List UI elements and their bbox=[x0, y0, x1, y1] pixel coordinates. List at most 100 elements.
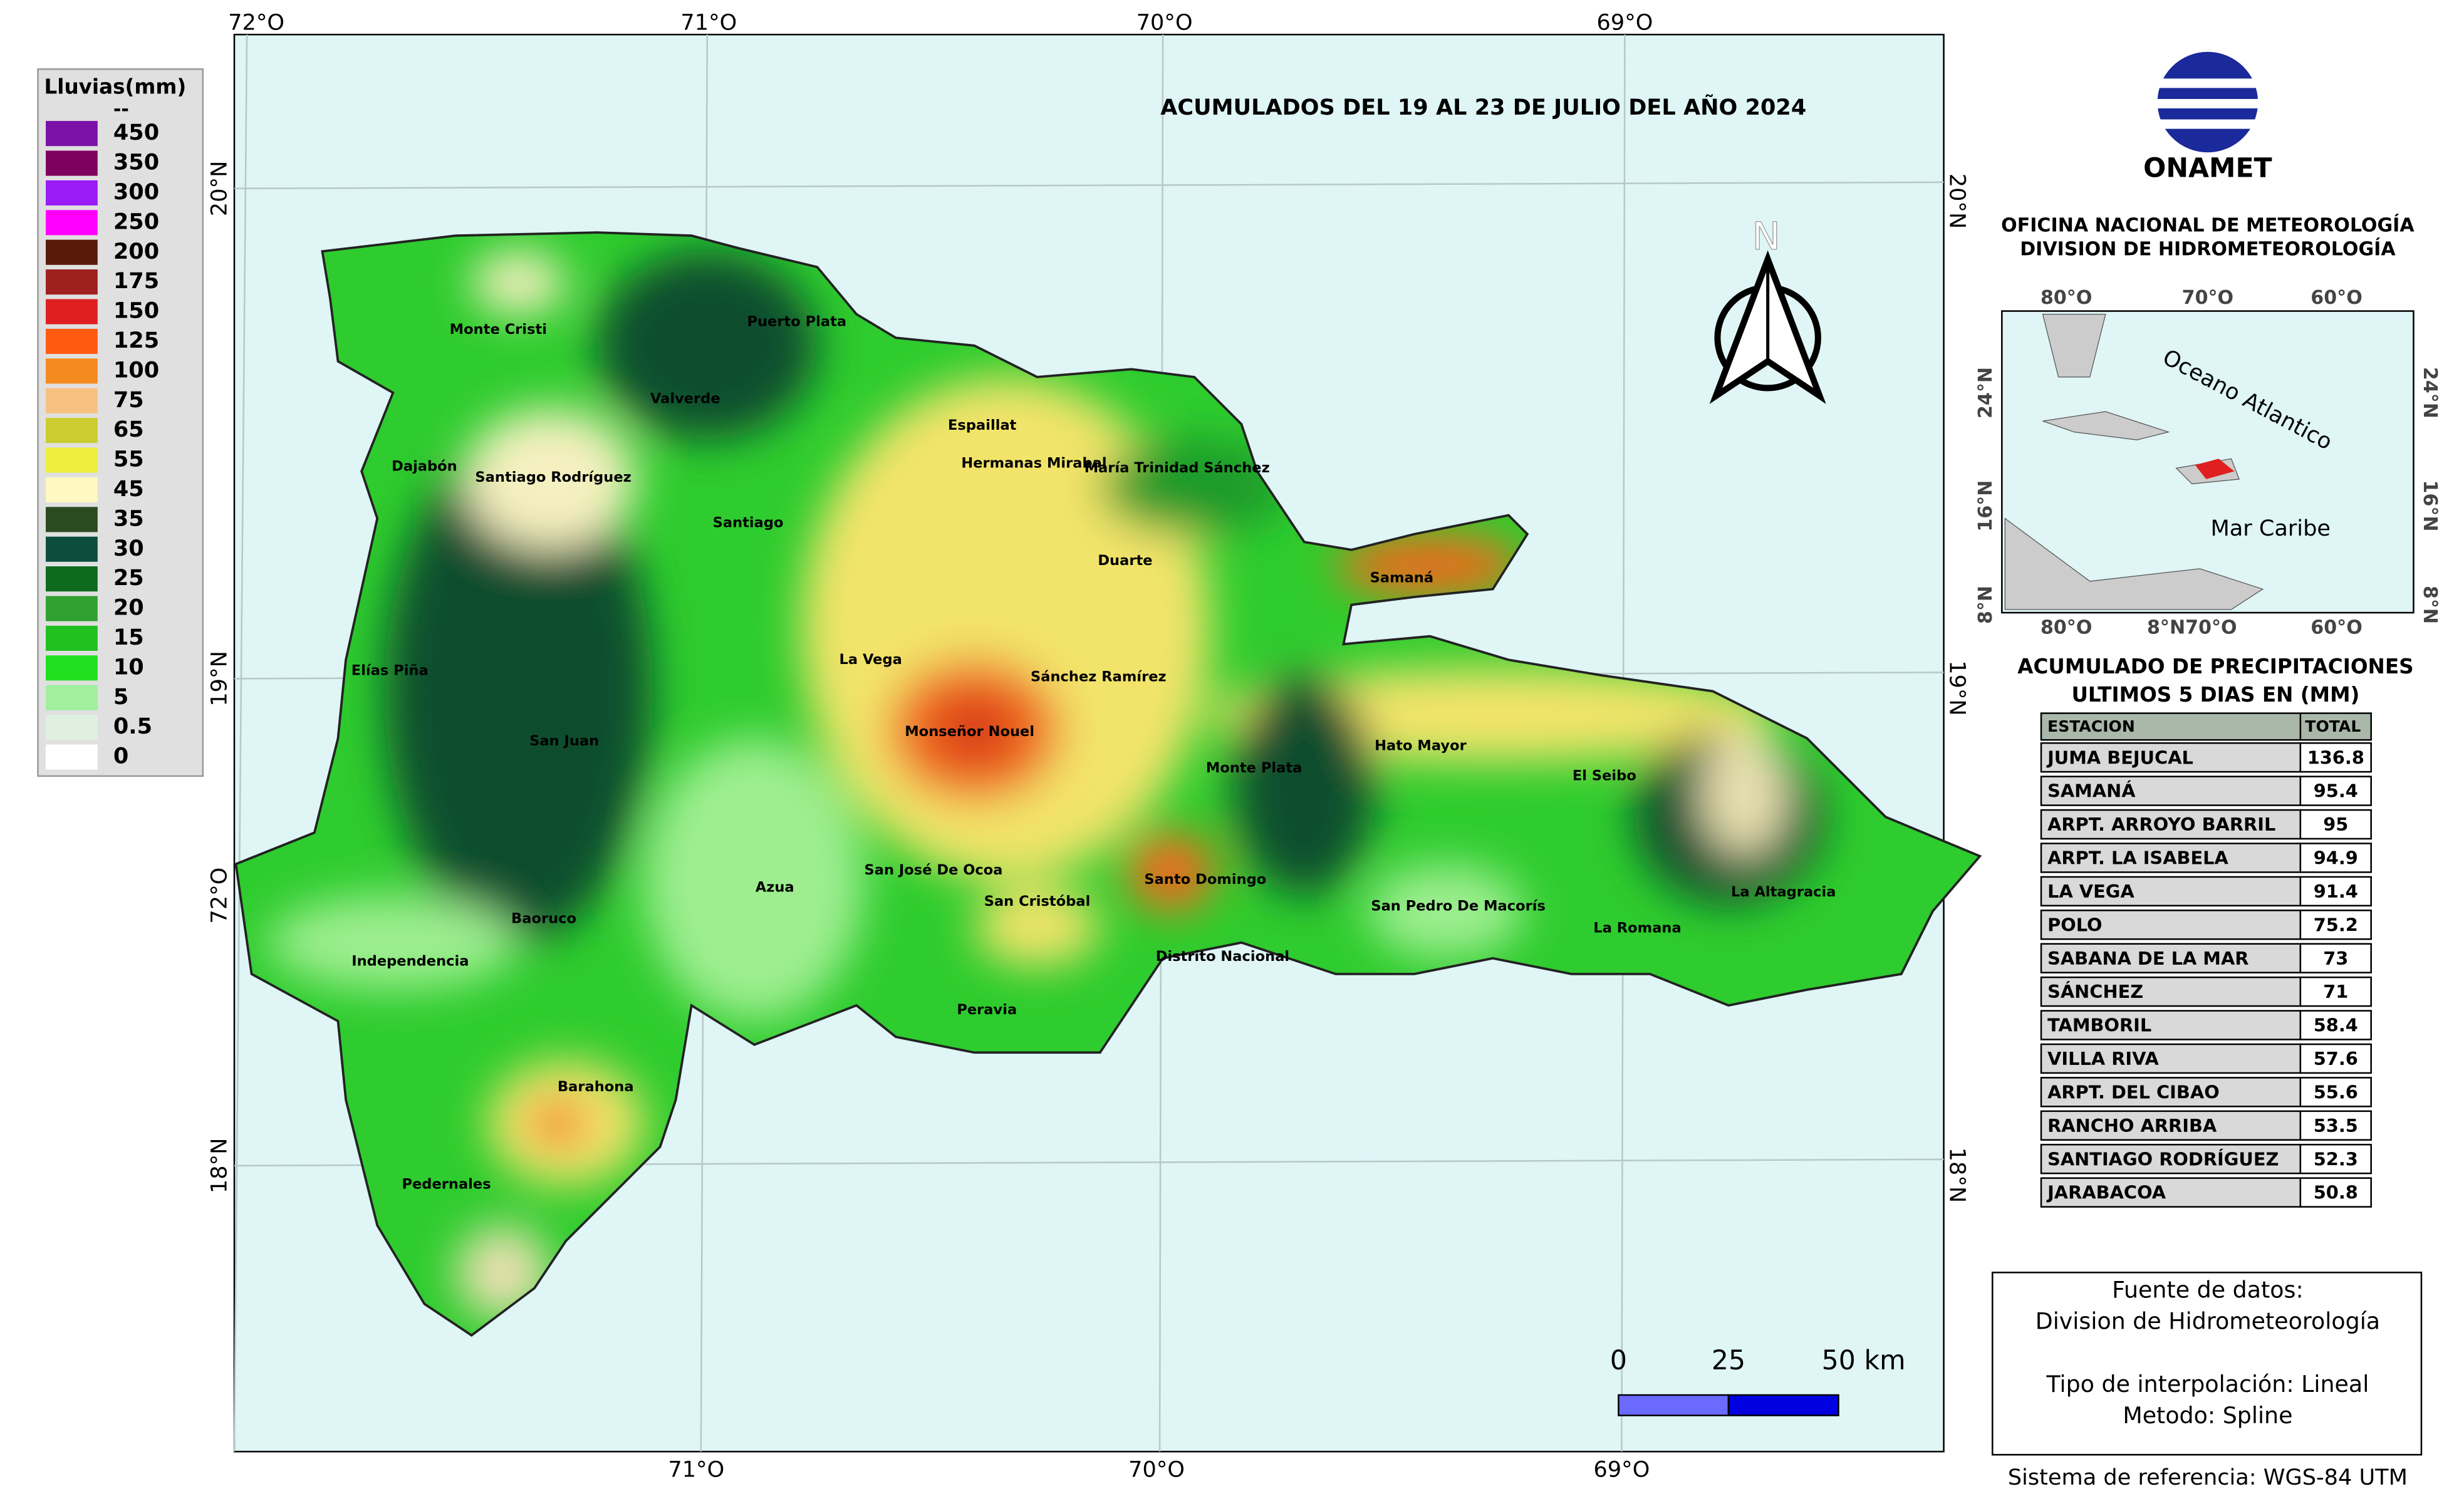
table-row bbox=[2040, 1143, 2302, 1175]
province-label: Baoruco bbox=[511, 911, 576, 927]
legend-label: 0 bbox=[113, 744, 128, 769]
province-label: Independencia bbox=[351, 953, 469, 969]
source-line: Metodo: Spline bbox=[2123, 1402, 2292, 1429]
inset-coord: 80°O bbox=[2040, 287, 2092, 309]
inset-coord: 70°O bbox=[2182, 287, 2233, 309]
scale-label: 0 bbox=[1610, 1345, 1627, 1376]
province-label: Puerto Plata bbox=[747, 314, 846, 330]
station-name: SABANA DE LA MAR bbox=[2047, 948, 2248, 969]
coord-label: 71°O bbox=[680, 10, 737, 36]
province-label: Pedernales bbox=[402, 1176, 491, 1192]
legend-label: 55 bbox=[113, 447, 144, 472]
table-row bbox=[2040, 1010, 2302, 1040]
station-total: 53.5 bbox=[2314, 1115, 2358, 1136]
table-cell bbox=[2299, 1110, 2372, 1141]
province-label: Valverde bbox=[650, 391, 720, 407]
legend-swatch bbox=[46, 536, 98, 562]
station-total: 94.9 bbox=[2314, 848, 2358, 869]
station-name: TAMBORIL bbox=[2047, 1015, 2151, 1036]
province-label: Santiago bbox=[713, 515, 784, 531]
station-name: SÁNCHEZ bbox=[2047, 981, 2143, 1002]
legend-swatch bbox=[46, 566, 98, 592]
table-cell bbox=[2299, 1143, 2372, 1175]
source-line: Tipo de interpolación: Lineal bbox=[2046, 1371, 2369, 1398]
north-arrow bbox=[1709, 250, 1826, 404]
table-row bbox=[2040, 876, 2302, 907]
table-subtitle: ULTIMOS 5 DIAS EN (MM) bbox=[2071, 683, 2359, 707]
province-label: San José De Ocoa bbox=[864, 862, 1002, 878]
reference-system: Sistema de referencia: WGS-84 UTM bbox=[2008, 1465, 2408, 1490]
station-name: POLO bbox=[2047, 914, 2102, 935]
station-total: 136.8 bbox=[2307, 747, 2364, 768]
legend-swatch bbox=[46, 150, 98, 176]
station-name: LA VEGA bbox=[2047, 881, 2134, 902]
table-row bbox=[2040, 910, 2302, 940]
legend-swatch bbox=[46, 507, 98, 532]
inset-highlight bbox=[2195, 459, 2235, 479]
legend-label: 250 bbox=[113, 209, 159, 234]
province-label: Peravia bbox=[957, 1002, 1017, 1018]
station-total: 52.3 bbox=[2314, 1148, 2358, 1170]
province-label: Hermanas Mirabal bbox=[961, 455, 1106, 471]
scale-label: 25 bbox=[1712, 1345, 1745, 1376]
legend-swatch bbox=[46, 477, 98, 503]
coord-label: 19°N bbox=[206, 651, 232, 707]
station-name: ARPT. LA ISABELA bbox=[2047, 848, 2228, 869]
legend-label: 100 bbox=[113, 357, 159, 383]
table-cell bbox=[2299, 843, 2372, 873]
legend-label: 35 bbox=[113, 506, 144, 531]
legend-swatch bbox=[46, 655, 98, 681]
province-label: Duarte bbox=[1098, 552, 1152, 569]
province-label: Monte Cristi bbox=[450, 321, 547, 338]
province-label: La Vega bbox=[839, 651, 902, 668]
table-cell bbox=[2299, 742, 2372, 773]
legend-label: 450 bbox=[113, 120, 159, 145]
legend-swatch bbox=[46, 299, 98, 324]
province-label: María Trinidad Sánchez bbox=[1084, 460, 1270, 476]
legend-swatch bbox=[46, 685, 98, 710]
station-total: 95.4 bbox=[2314, 781, 2358, 802]
coord-label: 71°O bbox=[668, 1456, 724, 1482]
table-row bbox=[2040, 742, 2302, 773]
inset-coord: 60°O bbox=[2311, 287, 2362, 309]
legend-swatch bbox=[46, 180, 98, 206]
legend-label: 5 bbox=[113, 684, 128, 710]
logo bbox=[2153, 51, 2263, 153]
table-row bbox=[2040, 943, 2302, 973]
source-line: Division de Hidrometeorología bbox=[2035, 1308, 2380, 1335]
coord-label: 18°N bbox=[206, 1138, 232, 1194]
legend-swatch bbox=[46, 418, 98, 444]
legend-top-label: -- bbox=[113, 98, 129, 120]
legend-label: 350 bbox=[113, 150, 159, 175]
station-total: 57.6 bbox=[2314, 1048, 2358, 1069]
table-cell bbox=[2299, 1177, 2372, 1208]
source-line: Fuente de datos: bbox=[2112, 1276, 2304, 1303]
province-label: Azua bbox=[756, 879, 794, 895]
province-label: La Romana bbox=[1593, 920, 1681, 936]
division-name: DIVISION DE HIDROMETEOROLOGÍA bbox=[2020, 237, 2396, 260]
table-row bbox=[2040, 976, 2302, 1007]
station-total: 75.2 bbox=[2314, 914, 2358, 935]
table-cell bbox=[2299, 1077, 2372, 1108]
legend-label: 75 bbox=[113, 387, 144, 413]
table-row bbox=[2040, 1043, 2302, 1074]
table-cell bbox=[2299, 1043, 2372, 1074]
station-name: JUMA BEJUCAL bbox=[2046, 747, 2193, 768]
coord-label: 70°O bbox=[1136, 10, 1193, 36]
province-label: Santiago Rodríguez bbox=[475, 469, 631, 485]
province-label: Santo Domingo bbox=[1144, 871, 1266, 888]
legend-label: 0.5 bbox=[113, 713, 152, 739]
legend-label: 20 bbox=[113, 595, 144, 621]
inset-coord: 16°N bbox=[2419, 480, 2441, 532]
table-row bbox=[2040, 809, 2302, 840]
province-label: Barahona bbox=[558, 1079, 634, 1095]
table-cell bbox=[2299, 943, 2372, 973]
station-total: 71 bbox=[2323, 981, 2348, 1002]
province-label: Samaná bbox=[1370, 569, 1434, 586]
inset-sea: Mar Caribe bbox=[2210, 516, 2331, 541]
coord-label: 70°O bbox=[1128, 1456, 1185, 1482]
legend-label: 125 bbox=[113, 328, 159, 353]
legend-swatch bbox=[46, 328, 98, 355]
station-name: JARABACOA bbox=[2046, 1182, 2166, 1203]
